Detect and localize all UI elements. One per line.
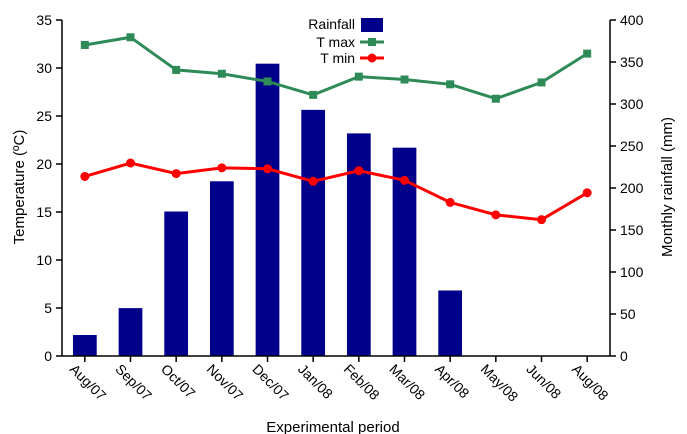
- right-tick-label: 350: [620, 54, 644, 70]
- rainfall-bar: [118, 308, 143, 356]
- tmax-point: [309, 90, 318, 99]
- tmin-point: [171, 169, 181, 179]
- tmin-point: [263, 164, 272, 174]
- rainfall-bar: [72, 335, 97, 356]
- legend-label-rainfall: Rainfall: [308, 16, 355, 32]
- tmax-point: [126, 33, 135, 42]
- left-tick-label: 0: [44, 348, 52, 364]
- rainfall-bar: [392, 147, 417, 356]
- x-tick-label: Dec/07: [249, 361, 292, 404]
- tmin-point: [400, 175, 409, 185]
- right-tick-label: 0: [620, 348, 628, 364]
- left-tick-label: 15: [36, 204, 52, 220]
- rainfall-bars: [72, 63, 463, 357]
- tmax-point: [583, 49, 592, 58]
- x-tick-label: Oct/07: [158, 361, 199, 402]
- x-tick-label: Aug/07: [67, 361, 110, 404]
- right-tick-label: 50: [620, 306, 636, 322]
- legend-label-tmax: T max: [316, 34, 355, 50]
- right-tick-label: 100: [620, 264, 644, 280]
- tmax-point: [446, 80, 455, 89]
- rainfall-bar: [301, 109, 326, 356]
- tmax-line: [84, 35, 588, 101]
- tmax-point: [491, 94, 500, 103]
- rainfall-bar: [255, 63, 280, 357]
- x-tick-label: Aug/08: [569, 361, 612, 404]
- tmax-point: [172, 65, 181, 74]
- legend-swatch-rainfall: [361, 18, 383, 32]
- tmax-point: [354, 72, 363, 81]
- right-tick-label: 200: [620, 180, 644, 196]
- tmax-point: [400, 75, 409, 84]
- x-tick-label: May/08: [478, 361, 522, 405]
- legend-swatch-tmin-marker: [367, 53, 377, 63]
- tmin-point: [308, 176, 318, 186]
- left-tick-label: 20: [36, 156, 52, 172]
- legend-label-tmin: T min: [320, 50, 355, 66]
- right-tick-label: 400: [620, 12, 644, 28]
- tmin-point: [126, 158, 135, 168]
- tmax-point: [263, 77, 272, 86]
- x-tick-label: Jan/08: [295, 361, 336, 402]
- legend: Rainfall T max T min: [308, 16, 384, 66]
- left-tick-label: 5: [44, 300, 52, 316]
- tmin-line: [84, 161, 588, 222]
- x-axis-title: Experimental period: [266, 419, 399, 434]
- tmin-point: [491, 210, 501, 220]
- tmin-point: [354, 166, 364, 176]
- left-tick-label: 35: [36, 12, 52, 28]
- x-tick-label: Jun/08: [523, 361, 564, 402]
- right-axis-title: Monthly rainfall (mm): [659, 117, 676, 257]
- tmin-point: [537, 215, 546, 225]
- left-tick-label: 30: [36, 60, 52, 76]
- temperature-lines: [80, 33, 592, 225]
- right-tick-label: 300: [620, 96, 644, 112]
- rainfall-bar: [209, 181, 234, 356]
- right-tick-label: 150: [620, 222, 644, 238]
- rainfall-bar: [438, 290, 463, 356]
- tmin-point: [445, 197, 455, 207]
- right-tick-label: 250: [620, 138, 644, 154]
- tmin-point: [582, 188, 592, 198]
- x-tick-label: Feb/08: [341, 361, 383, 403]
- left-tick-label: 25: [36, 108, 52, 124]
- x-tick-label: Nov/07: [204, 361, 247, 404]
- x-tick-label: Sep/07: [112, 361, 155, 404]
- tmax-point: [537, 78, 546, 87]
- left-tick-label: 10: [36, 252, 52, 268]
- tmin-point: [80, 171, 90, 181]
- rainfall-bar: [346, 133, 371, 356]
- x-tick-label: Apr/08: [432, 361, 473, 402]
- x-tick-label: Mar/08: [386, 361, 428, 403]
- tmin-point: [217, 163, 227, 173]
- tmax-point: [217, 69, 226, 78]
- rainfall-bar: [164, 211, 189, 356]
- tmax-point: [80, 40, 89, 49]
- legend-swatch-tmax-marker: [368, 38, 376, 46]
- axes: [56, 19, 616, 362]
- left-axis-title: Temperature (ºC): [11, 130, 28, 245]
